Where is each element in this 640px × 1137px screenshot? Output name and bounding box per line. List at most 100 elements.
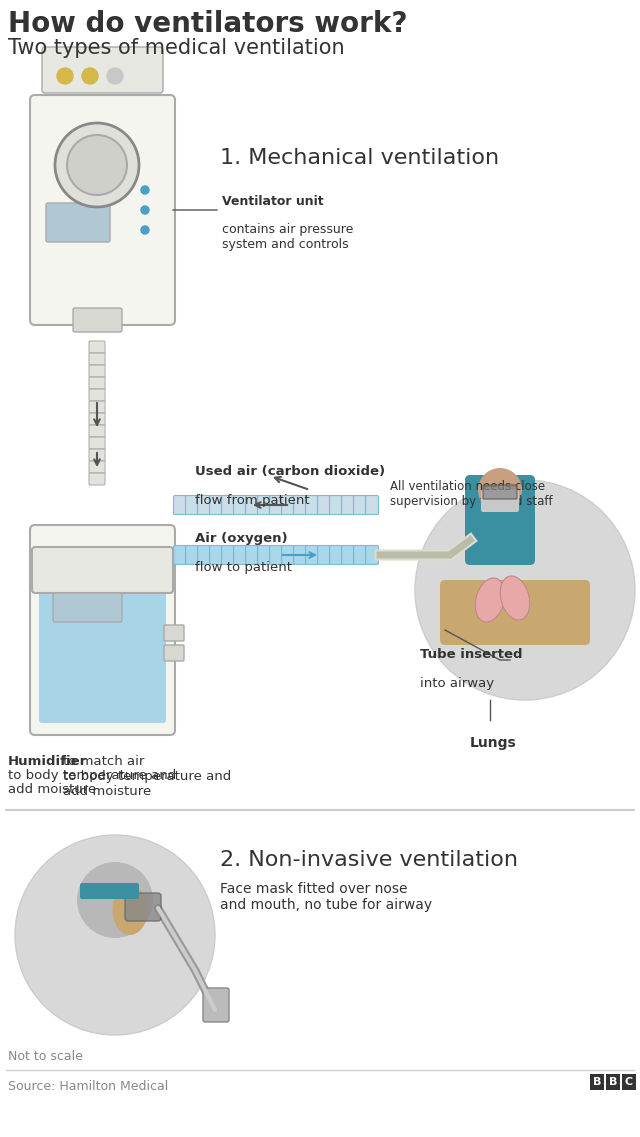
FancyBboxPatch shape	[173, 546, 186, 564]
Text: 2. Non-invasive ventilation: 2. Non-invasive ventilation	[220, 850, 518, 870]
FancyBboxPatch shape	[269, 496, 282, 515]
Text: to body temperature and: to body temperature and	[8, 769, 176, 782]
FancyBboxPatch shape	[32, 547, 173, 594]
FancyBboxPatch shape	[294, 546, 307, 564]
Circle shape	[77, 862, 153, 938]
Text: Not to scale: Not to scale	[8, 1049, 83, 1063]
FancyBboxPatch shape	[39, 572, 166, 723]
FancyBboxPatch shape	[305, 496, 319, 515]
FancyBboxPatch shape	[342, 496, 355, 515]
FancyBboxPatch shape	[203, 988, 229, 1022]
Text: Face mask fitted over nose
and mouth, no tube for airway: Face mask fitted over nose and mouth, no…	[220, 882, 432, 912]
FancyBboxPatch shape	[317, 496, 330, 515]
Text: Humidifier: Humidifier	[8, 755, 87, 767]
FancyBboxPatch shape	[46, 204, 110, 242]
FancyBboxPatch shape	[221, 546, 234, 564]
Text: flow from patient: flow from patient	[195, 479, 310, 507]
FancyBboxPatch shape	[89, 365, 105, 377]
FancyBboxPatch shape	[365, 546, 378, 564]
FancyBboxPatch shape	[89, 425, 105, 437]
FancyBboxPatch shape	[73, 308, 122, 332]
FancyBboxPatch shape	[89, 460, 105, 473]
FancyBboxPatch shape	[269, 546, 282, 564]
FancyBboxPatch shape	[282, 496, 294, 515]
FancyBboxPatch shape	[30, 96, 175, 325]
Text: Source: Hamilton Medical: Source: Hamilton Medical	[8, 1080, 168, 1093]
FancyBboxPatch shape	[342, 546, 355, 564]
FancyBboxPatch shape	[330, 546, 342, 564]
FancyBboxPatch shape	[246, 496, 259, 515]
FancyBboxPatch shape	[330, 496, 342, 515]
Circle shape	[478, 468, 522, 512]
FancyBboxPatch shape	[209, 496, 223, 515]
Text: to match air
to body temperature and
add moisture: to match air to body temperature and add…	[63, 755, 231, 798]
FancyBboxPatch shape	[305, 546, 319, 564]
FancyBboxPatch shape	[353, 496, 367, 515]
Text: B: B	[609, 1077, 617, 1087]
FancyBboxPatch shape	[89, 437, 105, 449]
Circle shape	[141, 186, 149, 194]
Circle shape	[57, 68, 73, 84]
Circle shape	[82, 68, 98, 84]
Circle shape	[55, 123, 139, 207]
FancyBboxPatch shape	[234, 546, 246, 564]
FancyBboxPatch shape	[89, 352, 105, 365]
Ellipse shape	[476, 578, 505, 622]
Text: 1. Mechanical ventilation: 1. Mechanical ventilation	[220, 148, 499, 168]
Text: Air (oxygen): Air (oxygen)	[195, 532, 287, 545]
FancyBboxPatch shape	[257, 546, 271, 564]
FancyBboxPatch shape	[89, 401, 105, 413]
FancyBboxPatch shape	[221, 496, 234, 515]
FancyBboxPatch shape	[164, 625, 184, 641]
FancyBboxPatch shape	[246, 546, 259, 564]
Text: B: B	[593, 1077, 601, 1087]
FancyBboxPatch shape	[125, 893, 161, 921]
FancyBboxPatch shape	[440, 580, 590, 645]
Circle shape	[107, 68, 123, 84]
FancyBboxPatch shape	[483, 485, 517, 499]
Ellipse shape	[500, 576, 530, 620]
Text: Two types of medical ventilation: Two types of medical ventilation	[8, 38, 344, 58]
Text: add moisture: add moisture	[8, 783, 96, 796]
FancyBboxPatch shape	[353, 546, 367, 564]
FancyBboxPatch shape	[164, 645, 184, 661]
Text: How do ventilators work?: How do ventilators work?	[8, 10, 408, 38]
Text: contains air pressure
system and controls: contains air pressure system and control…	[222, 208, 353, 251]
Circle shape	[15, 835, 215, 1035]
Text: C: C	[625, 1077, 633, 1087]
FancyBboxPatch shape	[186, 496, 198, 515]
Text: Used air (carbon dioxide): Used air (carbon dioxide)	[195, 465, 385, 478]
FancyBboxPatch shape	[89, 473, 105, 485]
Circle shape	[141, 206, 149, 214]
FancyBboxPatch shape	[80, 883, 139, 899]
Ellipse shape	[113, 885, 147, 935]
Text: Lungs: Lungs	[470, 736, 516, 750]
Circle shape	[67, 135, 127, 196]
FancyBboxPatch shape	[173, 496, 186, 515]
FancyBboxPatch shape	[257, 496, 271, 515]
FancyBboxPatch shape	[53, 594, 122, 622]
FancyBboxPatch shape	[186, 546, 198, 564]
FancyBboxPatch shape	[209, 546, 223, 564]
Bar	[622, 1074, 636, 1090]
FancyBboxPatch shape	[365, 496, 378, 515]
Bar	[590, 1074, 604, 1090]
FancyBboxPatch shape	[198, 496, 211, 515]
FancyBboxPatch shape	[465, 475, 535, 565]
FancyBboxPatch shape	[89, 377, 105, 389]
FancyBboxPatch shape	[481, 490, 519, 512]
FancyBboxPatch shape	[234, 496, 246, 515]
FancyBboxPatch shape	[282, 546, 294, 564]
FancyBboxPatch shape	[89, 413, 105, 425]
Text: All ventilation needs close
supervision by trained staff: All ventilation needs close supervision …	[390, 480, 552, 508]
Text: flow to patient: flow to patient	[195, 546, 292, 574]
Text: Tube inserted: Tube inserted	[420, 648, 522, 661]
Text: into airway: into airway	[420, 662, 494, 690]
FancyBboxPatch shape	[89, 341, 105, 352]
FancyBboxPatch shape	[89, 389, 105, 401]
FancyBboxPatch shape	[294, 496, 307, 515]
FancyBboxPatch shape	[198, 546, 211, 564]
FancyBboxPatch shape	[30, 525, 175, 735]
Text: Ventilator unit: Ventilator unit	[222, 196, 324, 208]
FancyBboxPatch shape	[89, 449, 105, 460]
